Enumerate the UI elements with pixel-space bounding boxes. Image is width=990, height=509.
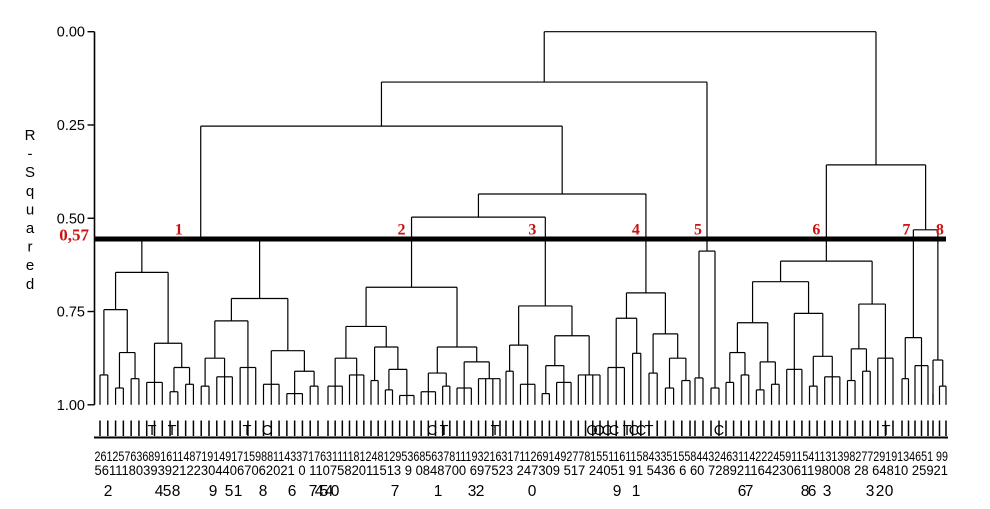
leaf-axis-letter: T (882, 423, 891, 439)
leaf-axis-letter: T (168, 423, 177, 439)
cluster-number-label: 5 (163, 483, 172, 500)
y-axis-title-letter: u (26, 201, 34, 218)
cluster-number-label: 6 (288, 483, 297, 500)
cluster-marker-1: 1 (175, 222, 183, 239)
cluster-number-label: 0 (331, 483, 340, 500)
cluster-number-label: 2 (104, 483, 113, 500)
leaf-axis-letter: T (148, 423, 157, 439)
leaf-axis-letter: T (491, 423, 500, 439)
y-axis-title-letter: r (28, 239, 33, 256)
cluster-number-label: 9 (209, 483, 218, 500)
leaf-axis-letter: C (714, 423, 724, 439)
cluster-marker-7: 7 (902, 222, 910, 239)
leaf-axis-letter: C (609, 423, 619, 439)
cluster-number-label: 1 (234, 483, 243, 500)
cluster-marker-2: 2 (398, 222, 406, 239)
leaf-axis-letter: C (602, 423, 612, 439)
y-axis-title-letter: - (28, 146, 33, 163)
cluster-number-label: 7 (391, 483, 400, 500)
cluster-number-label: 0 (528, 483, 537, 500)
cluster-number-label: 4 (155, 483, 164, 500)
cluster-number-label: 8 (801, 483, 810, 500)
leaf-axis-letter: C (262, 423, 272, 439)
cluster-marker-6: 6 (812, 222, 820, 239)
cluster-number-label: 6 (738, 483, 747, 500)
cluster-number-label: 7 (745, 483, 754, 500)
cluster-number-label: 8 (172, 483, 181, 500)
cluster-marker-5: 5 (694, 222, 702, 239)
leaf-axis-letter: T (645, 423, 654, 439)
leaf-label-row-1: 2612576368916114871914917159881143371763… (95, 449, 949, 464)
cluster-marker-8: 8 (936, 222, 944, 239)
y-tick-label: 0.75 (57, 305, 85, 321)
cluster-number-label: 3 (866, 483, 875, 500)
cluster-number-label: 4 (325, 483, 334, 500)
cluster-number-label: 1 (434, 483, 443, 500)
y-tick-label: 0.00 (57, 25, 85, 41)
y-tick-label: 0.25 (57, 118, 85, 134)
cluster-number-label: 8 (259, 483, 268, 500)
cluster-number-label: 0 (885, 483, 894, 500)
y-tick-label: 1.00 (57, 398, 85, 414)
cluster-number-label: 7 (309, 483, 318, 500)
cluster-number-label: 5 (320, 483, 329, 500)
y-tick-label: 0.50 (57, 211, 85, 227)
y-axis-title-letter: d (26, 276, 34, 293)
y-axis-title-letter: S (25, 164, 35, 181)
y-axis-title-letter: R (25, 127, 36, 144)
leaf-label-row-2: 5611180393921223044067062021 0 110758201… (95, 463, 949, 478)
leaf-axis-letter: T (623, 423, 632, 439)
leaf-axis-letter: T (243, 423, 252, 439)
cluster-number-label: 3 (468, 483, 477, 500)
cluster-number-label: 3 (823, 483, 832, 500)
cluster-number-label: 1 (632, 483, 641, 500)
cluster-number-label: 2 (476, 483, 485, 500)
cluster-number-label: 4 (315, 483, 324, 500)
cluster-marker-3: 3 (528, 222, 536, 239)
leaf-axis-letter: O (586, 423, 597, 439)
cut-line-value-label: 0,57 (59, 226, 89, 245)
cluster-marker-4: 4 (632, 222, 640, 239)
cut-line (94, 236, 946, 242)
cluster-number-label: 5 (225, 483, 234, 500)
leaf-axis-letter: C (629, 423, 639, 439)
cluster-number-label: 2 (876, 483, 885, 500)
cluster-number-label: 9 (613, 483, 622, 500)
leaf-axis-letter: C (636, 423, 646, 439)
y-axis-title-letter: a (26, 220, 35, 237)
leaf-axis-letter: T (440, 423, 449, 439)
y-axis-title-letter: e (26, 257, 34, 274)
leaf-axis-letter: O (593, 423, 604, 439)
leaf-axis-letter: C (427, 423, 437, 439)
cluster-number-label: 6 (808, 483, 817, 500)
y-axis-title-letter: q (26, 183, 34, 200)
